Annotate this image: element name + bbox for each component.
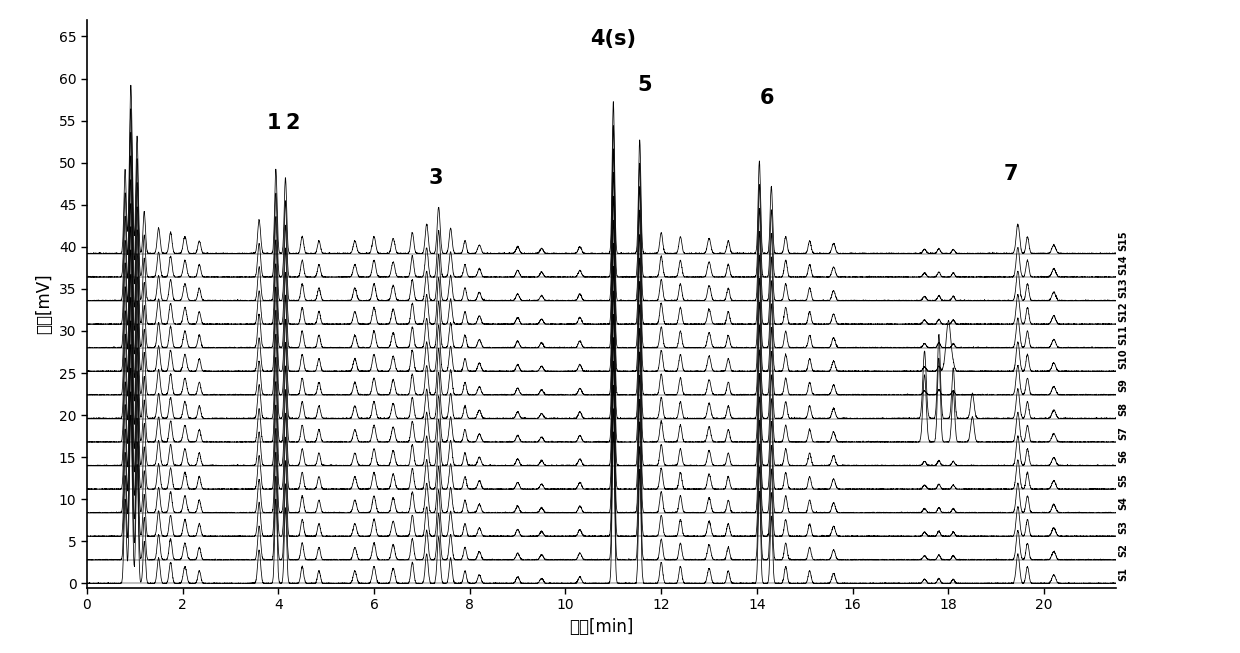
Text: S11: S11 <box>1118 325 1128 345</box>
Text: 1: 1 <box>267 113 280 133</box>
Text: 7: 7 <box>1003 164 1018 183</box>
Text: S9: S9 <box>1118 379 1128 392</box>
Text: S7: S7 <box>1118 426 1128 439</box>
Text: S10: S10 <box>1118 348 1128 369</box>
Text: S2: S2 <box>1118 543 1128 558</box>
Text: S15: S15 <box>1118 231 1128 251</box>
Text: 4(s): 4(s) <box>590 29 636 49</box>
Text: 6: 6 <box>759 88 774 108</box>
Text: S1: S1 <box>1118 567 1128 581</box>
Y-axis label: 信号[mV]: 信号[mV] <box>35 274 53 334</box>
Text: 5: 5 <box>637 75 652 95</box>
Text: S13: S13 <box>1118 278 1128 298</box>
Text: S5: S5 <box>1118 473 1128 486</box>
Text: S6: S6 <box>1118 449 1128 463</box>
Text: S3: S3 <box>1118 520 1128 534</box>
Text: 3: 3 <box>429 168 444 188</box>
X-axis label: 时间[min]: 时间[min] <box>569 618 634 635</box>
Text: S12: S12 <box>1118 301 1128 322</box>
Text: S4: S4 <box>1118 496 1128 510</box>
Text: S8: S8 <box>1118 402 1128 416</box>
Text: 2: 2 <box>285 113 300 133</box>
Text: S14: S14 <box>1118 254 1128 275</box>
